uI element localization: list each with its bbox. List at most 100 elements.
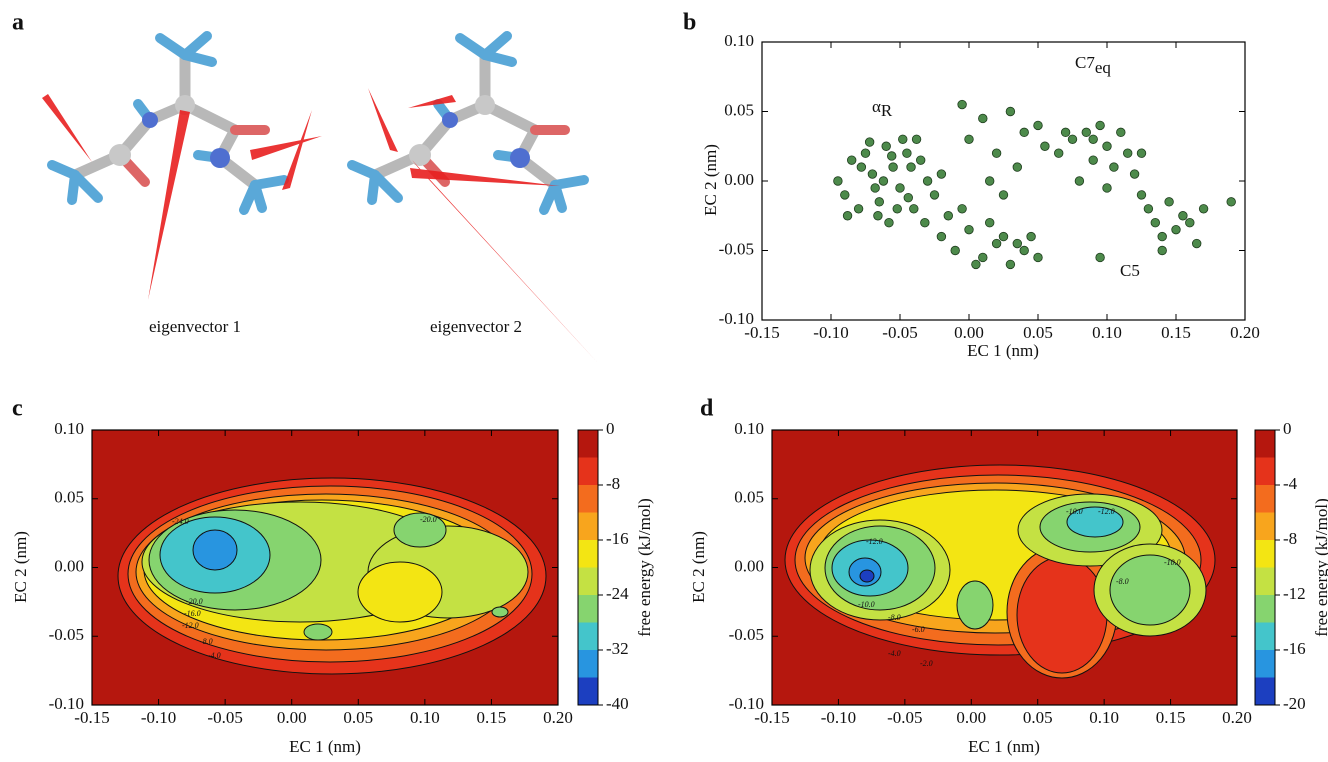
y-axis-label: EC 2 (nm) bbox=[701, 144, 720, 216]
point bbox=[1012, 162, 1023, 172]
x-axis-label: EC 1 (nm) bbox=[289, 737, 361, 756]
colorbar-swatch bbox=[578, 457, 598, 486]
x-tick-label: 0.20 bbox=[1222, 708, 1252, 727]
y-tick-label: -0.05 bbox=[729, 625, 764, 644]
colorbar-swatch bbox=[578, 485, 598, 513]
colorbar-tick-label: -12 bbox=[1283, 584, 1306, 603]
point bbox=[847, 155, 857, 165]
x-tick-label: -0.05 bbox=[887, 708, 922, 727]
x-tick-label: 0.15 bbox=[477, 708, 507, 727]
point bbox=[957, 99, 967, 110]
y-tick-label: 0.05 bbox=[724, 100, 754, 119]
contour-field bbox=[772, 430, 1237, 705]
point bbox=[903, 192, 913, 203]
point bbox=[887, 151, 897, 161]
point bbox=[892, 204, 902, 214]
contour-region bbox=[491, 606, 509, 618]
annotation: C7eq bbox=[1075, 53, 1111, 77]
x-tick-label: 0.20 bbox=[543, 708, 573, 727]
point bbox=[1012, 238, 1023, 249]
contour-region bbox=[956, 580, 994, 630]
point bbox=[950, 245, 960, 256]
colorbar-tick-label: -40 bbox=[606, 694, 629, 713]
point bbox=[1143, 204, 1154, 214]
point bbox=[1136, 190, 1147, 200]
contour-label: -10.0 bbox=[1164, 558, 1181, 567]
contour-label: -12.0 bbox=[1098, 507, 1115, 516]
point bbox=[853, 204, 864, 214]
point bbox=[1005, 106, 1016, 117]
contour-label: -24.0 bbox=[172, 517, 189, 526]
x-axis-label: EC 1 (nm) bbox=[968, 737, 1040, 756]
contour-field bbox=[92, 430, 558, 705]
point bbox=[906, 162, 916, 172]
colorbar-tick-label: -20 bbox=[1283, 694, 1306, 713]
contour-label: -6.0 bbox=[912, 625, 925, 634]
point bbox=[998, 231, 1009, 242]
x-axis-label: EC 1 (nm) bbox=[967, 341, 1039, 360]
colorbar-swatch bbox=[578, 677, 598, 706]
point bbox=[873, 211, 883, 221]
point bbox=[1178, 211, 1188, 221]
annotation-sub: R bbox=[881, 101, 893, 120]
point bbox=[1150, 217, 1161, 228]
colorbar-swatch bbox=[1255, 677, 1275, 706]
eigenvector-arrows bbox=[42, 88, 597, 362]
point bbox=[840, 190, 850, 200]
point bbox=[1088, 134, 1098, 145]
colorbar-swatch bbox=[1255, 540, 1275, 568]
point bbox=[929, 190, 940, 200]
colorbar-swatch bbox=[578, 430, 598, 458]
point bbox=[1122, 148, 1133, 158]
point bbox=[888, 162, 898, 172]
point bbox=[1005, 259, 1016, 270]
contour-region bbox=[303, 623, 333, 641]
point bbox=[1095, 120, 1105, 131]
point bbox=[911, 134, 922, 145]
annotation: αR bbox=[872, 97, 893, 120]
point bbox=[922, 176, 933, 186]
point bbox=[1067, 134, 1078, 145]
point bbox=[1157, 245, 1167, 256]
x-tick-label: 0.10 bbox=[1089, 708, 1119, 727]
point bbox=[1019, 245, 1029, 256]
point bbox=[909, 204, 919, 214]
colorbar-frame bbox=[1254, 429, 1276, 706]
point bbox=[936, 169, 947, 179]
x-tick-label: -0.05 bbox=[207, 708, 242, 727]
colorbar-swatch bbox=[578, 540, 598, 568]
x-tick-label: 0.05 bbox=[1023, 708, 1053, 727]
point bbox=[864, 137, 875, 147]
contour-region bbox=[357, 561, 443, 623]
point bbox=[971, 259, 981, 270]
point bbox=[1033, 120, 1043, 131]
colorbar-label: free energy (kJ/mol) bbox=[1312, 498, 1328, 636]
contour-label: -4.0 bbox=[208, 651, 221, 660]
point bbox=[1198, 204, 1209, 214]
colorbar-tick-label: -4 bbox=[1283, 474, 1298, 493]
y-tick-label: -0.05 bbox=[49, 625, 84, 644]
y-tick-label: -0.10 bbox=[49, 694, 84, 713]
y-tick-label: 0.00 bbox=[54, 556, 84, 575]
point bbox=[1033, 252, 1043, 263]
x-tick-label: -0.15 bbox=[744, 323, 779, 342]
x-tick-label: -0.10 bbox=[141, 708, 176, 727]
point bbox=[978, 113, 988, 124]
y-tick-label: 0.00 bbox=[734, 556, 764, 575]
x-tick-label: 0.05 bbox=[1023, 323, 1053, 342]
point bbox=[991, 238, 1002, 249]
colorbar-swatch bbox=[578, 595, 598, 623]
contour-label: -8.0 bbox=[888, 613, 901, 622]
y-axis-label: EC 2 (nm) bbox=[689, 531, 708, 603]
point bbox=[1040, 141, 1050, 151]
colorbar-swatch bbox=[578, 567, 598, 596]
panel-label: b bbox=[683, 10, 696, 36]
point bbox=[964, 224, 974, 235]
point bbox=[985, 217, 995, 228]
point bbox=[1157, 231, 1167, 242]
colorbar-tick-label: -8 bbox=[606, 474, 620, 493]
point bbox=[1019, 127, 1029, 138]
x-tick-label: 0.20 bbox=[1230, 323, 1260, 342]
colorbar-swatch bbox=[1255, 622, 1275, 651]
